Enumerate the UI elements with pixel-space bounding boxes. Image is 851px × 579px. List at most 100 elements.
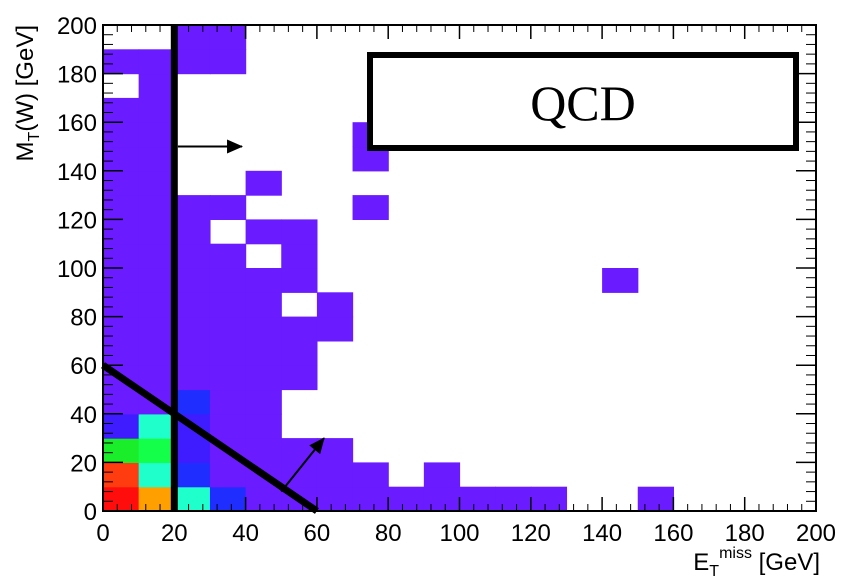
y-tick-label: 120 (57, 207, 97, 234)
heatmap-cell (103, 413, 140, 439)
heatmap-cell (138, 243, 175, 269)
heatmap-cell (103, 389, 140, 415)
heatmap-cell (138, 292, 175, 318)
heatmap-cell (103, 219, 140, 245)
x-tick-label: 60 (304, 520, 331, 547)
y-tick-label: 140 (57, 159, 97, 186)
x-tick-label: 0 (96, 520, 109, 547)
heatmap-cell (209, 340, 247, 366)
heatmap-cell (174, 438, 211, 463)
heatmap-cell (103, 462, 140, 488)
heatmap-cell (138, 316, 175, 342)
heatmap-cell (103, 438, 140, 463)
x-tick-label: 80 (375, 520, 402, 547)
x-tick-label: 40 (232, 520, 259, 547)
heatmap-cell (209, 292, 247, 318)
heatmap-cell (245, 340, 282, 366)
y-tick-label: 0 (84, 499, 97, 526)
heatmap-cell (209, 195, 247, 220)
heatmap-cell (495, 486, 532, 512)
y-tick-label: 20 (70, 450, 97, 477)
heatmap-cell (174, 195, 211, 220)
heatmap-cell (352, 486, 389, 512)
x-tick-label: 160 (653, 520, 693, 547)
x-tick-label: 200 (796, 520, 836, 547)
heatmap-cell (103, 316, 140, 342)
heatmap-cell (174, 243, 211, 269)
heatmap-cell (245, 170, 282, 196)
heatmap-cell (103, 486, 140, 512)
heatmap-cell (245, 219, 282, 245)
heatmap-cell (423, 462, 461, 488)
cut-arrow (280, 437, 325, 493)
y-tick-label: 180 (57, 62, 97, 89)
heatmap-cell (174, 219, 211, 245)
heatmap-cell (138, 219, 175, 245)
heatmap-cell (174, 49, 211, 75)
heatmap-cell (209, 365, 247, 391)
legend-box: QCD (367, 52, 799, 151)
axis-ticks: 0 20 40 60 80 100 120 140 160 180 200 0 20 40 60 80 100 1… (57, 13, 836, 547)
heatmap-cell (245, 365, 282, 391)
heatmap-cell (530, 486, 568, 512)
heatmap-cell (138, 195, 175, 220)
heatmap-cell (352, 195, 389, 220)
heatmap-cell (388, 486, 425, 512)
heatmap-cell (103, 122, 140, 148)
y-tick-label: 200 (57, 13, 97, 40)
heatmap-cell (103, 243, 140, 269)
heatmap-cell (245, 316, 282, 342)
x-tick-label: 20 (161, 520, 188, 547)
heatmap-cell (281, 268, 318, 293)
heatmap-cell (138, 73, 175, 99)
heatmap-cell (316, 486, 354, 512)
heatmap-cell (209, 243, 247, 269)
y-tick-label: 60 (70, 353, 97, 380)
heatmap-cell (602, 268, 639, 293)
heatmap-cell (103, 146, 140, 172)
heatmap-cell (174, 486, 211, 512)
heatmap-cell (138, 486, 175, 512)
legend-rect (367, 52, 799, 151)
heatmap-cell (245, 413, 282, 439)
heatmap-cell (209, 316, 247, 342)
heatmap-cell (245, 438, 282, 463)
heatmap-cell (174, 389, 211, 415)
heatmap-cell (245, 389, 282, 415)
heatmap-cell (245, 292, 282, 318)
heatmap-cell (209, 25, 247, 50)
cut-annotations (101, 25, 325, 514)
heatmap-cell (174, 365, 211, 391)
y-tick-label: 100 (57, 256, 97, 283)
y-axis-label: MT(W) [GeV] (12, 25, 43, 161)
heatmap-cell (174, 340, 211, 366)
x-tick-label: 180 (725, 520, 765, 547)
heatmap-cell (281, 340, 318, 366)
heatmap-cell (209, 462, 247, 488)
heatmap-cell (138, 340, 175, 366)
heatmap-cell (245, 486, 282, 512)
x-tick-label: 140 (582, 520, 622, 547)
heatmap-cell (174, 25, 211, 50)
heatmap-cell (459, 486, 496, 512)
heatmap-cell (423, 486, 461, 512)
heatmap-cell (209, 389, 247, 415)
heatmap-cell (103, 97, 140, 123)
heatmap-cell (103, 268, 140, 293)
heatmap-cell (174, 316, 211, 342)
heatmap-cell (316, 462, 354, 488)
heatmap-cell (138, 438, 175, 463)
y-tick-label: 40 (70, 402, 97, 429)
legend-text: QCD (530, 75, 636, 131)
heatmap-cell (637, 486, 674, 512)
heatmap-cell (103, 195, 140, 220)
heatmap-cell (174, 268, 211, 293)
x-axis-label: ETmiss [GeV] (693, 545, 820, 579)
heatmap-cell (174, 462, 211, 488)
y-tick-label: 160 (57, 110, 97, 137)
heatmap-cell (316, 292, 354, 318)
heatmap-cell (209, 413, 247, 439)
heatmap-cell (281, 438, 318, 463)
heatmap-cell (281, 219, 318, 245)
heatmap-cell (103, 292, 140, 318)
